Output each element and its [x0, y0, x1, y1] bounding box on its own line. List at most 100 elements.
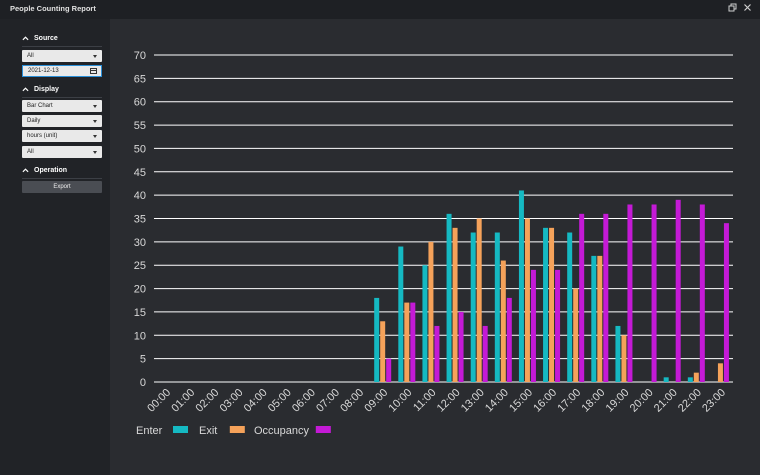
- y-tick-label: 30: [134, 237, 146, 249]
- filter-select[interactable]: All: [22, 146, 102, 158]
- window-title: People Counting Report: [10, 4, 96, 13]
- y-tick-label: 70: [134, 50, 146, 62]
- export-button[interactable]: Export: [22, 181, 102, 193]
- restore-window-icon[interactable]: [726, 3, 738, 15]
- occupancy-bar: [723, 223, 729, 382]
- legend-label-enter: Enter: [136, 425, 163, 437]
- legend-swatch-occupancy: [315, 426, 331, 433]
- exit-bar: [573, 288, 579, 382]
- enter-bar: [567, 232, 573, 382]
- date-field[interactable]: 2021-12-13: [22, 65, 102, 77]
- occupancy-bar: [530, 269, 536, 382]
- operation-section-header[interactable]: Operation: [22, 167, 67, 174]
- exit-bar: [500, 260, 506, 382]
- occupancy-bar: [651, 204, 657, 382]
- x-tick-label: 22:00: [676, 387, 704, 415]
- x-tick-label: 18:00: [579, 387, 607, 415]
- enter-bar: [494, 232, 500, 382]
- x-tick-label: 11:00: [411, 387, 438, 414]
- legend-swatch-enter: [173, 426, 188, 433]
- exit-bar: [428, 241, 434, 382]
- x-tick-label: 21:00: [652, 387, 680, 415]
- enter-bar: [518, 190, 524, 382]
- title-bar: People Counting Report: [0, 0, 760, 19]
- y-tick-label: 45: [134, 167, 146, 179]
- chevron-up-icon: [22, 168, 29, 173]
- chevron-down-icon: [93, 151, 97, 154]
- x-tick-label: 01:00: [169, 387, 197, 415]
- exit-bar: [717, 363, 723, 382]
- chevron-down-icon: [93, 105, 97, 108]
- x-tick-label: 17:00: [555, 387, 583, 415]
- enter-bar: [446, 213, 452, 382]
- exit-bar: [380, 321, 386, 382]
- x-tick-label: 15:00: [507, 387, 535, 415]
- exit-bar: [621, 335, 627, 382]
- enter-bar: [543, 227, 549, 382]
- divider: [22, 46, 102, 47]
- x-tick-label: 02:00: [193, 387, 221, 415]
- occupancy-bar: [555, 269, 561, 382]
- legend-label-exit: Exit: [199, 425, 217, 437]
- x-tick-label: 16:00: [531, 387, 559, 415]
- x-tick-label: 05:00: [266, 387, 294, 415]
- exit-bar: [404, 302, 410, 382]
- x-tick-label: 06:00: [290, 387, 318, 415]
- chevron-down-icon: [93, 135, 97, 138]
- chevron-down-icon: [93, 120, 97, 123]
- exit-bar: [524, 218, 530, 382]
- x-tick-label: 20:00: [628, 387, 656, 415]
- chevron-up-icon: [22, 87, 29, 92]
- divider: [22, 178, 102, 179]
- y-tick-label: 50: [134, 143, 146, 155]
- bar-chart: 0 5 10 15 20 25 30 35 40 45 50 55 60 65 70 00:0001:0002…: [134, 50, 733, 437]
- x-tick-label: 19:00: [604, 387, 632, 415]
- divider: [22, 97, 102, 98]
- close-icon[interactable]: [741, 3, 753, 15]
- x-tick-label: 13:00: [459, 387, 487, 415]
- enter-bar: [422, 265, 428, 382]
- x-tick-label: 23:00: [700, 387, 728, 415]
- y-tick-label: 0: [140, 377, 146, 389]
- x-tick-label: 00:00: [145, 387, 173, 415]
- exit-bar: [452, 227, 458, 382]
- x-tick-label: 09:00: [362, 387, 390, 415]
- exit-bar: [476, 218, 482, 382]
- enter-bar: [470, 232, 476, 382]
- chevron-down-icon: [93, 55, 97, 58]
- y-tick-label: 10: [134, 330, 146, 342]
- y-tick-label: 35: [134, 214, 146, 226]
- source-section-header[interactable]: Source: [22, 35, 58, 42]
- y-tick-label: 15: [134, 307, 146, 319]
- enter-bar: [374, 297, 380, 382]
- y-tick-label: 55: [134, 120, 146, 132]
- source-heading: Source: [34, 35, 58, 42]
- exit-bar: [693, 372, 699, 382]
- occupancy-bar: [627, 204, 633, 382]
- occupancy-bar: [410, 302, 416, 382]
- x-tick-label: 12:00: [435, 387, 463, 415]
- occupancy-bar: [482, 325, 488, 382]
- calendar-icon[interactable]: [90, 68, 97, 74]
- x-tick-label: 14:00: [483, 387, 511, 415]
- enter-bar: [687, 377, 693, 382]
- chart-type-select[interactable]: Bar Chart: [22, 100, 102, 112]
- occupancy-bar: [603, 213, 609, 382]
- y-tick-label: 5: [140, 354, 146, 366]
- enter-bar: [663, 377, 669, 382]
- x-tick-label: 03:00: [218, 387, 246, 415]
- y-tick-label: 20: [134, 284, 146, 296]
- occupancy-bar: [675, 199, 681, 382]
- occupancy-bar: [579, 213, 585, 382]
- enter-bar: [615, 325, 621, 382]
- y-tick-label: 65: [134, 73, 146, 85]
- y-tick-label: 40: [134, 190, 146, 202]
- period-select[interactable]: Daily: [22, 115, 102, 127]
- chevron-up-icon: [22, 36, 29, 41]
- legend-swatch-exit: [229, 426, 245, 433]
- display-section-header[interactable]: Display: [22, 86, 59, 93]
- unit-select[interactable]: hours (unit): [22, 130, 102, 142]
- source-device-select[interactable]: All: [22, 50, 102, 62]
- enter-bar: [398, 246, 404, 382]
- operation-heading: Operation: [34, 167, 68, 174]
